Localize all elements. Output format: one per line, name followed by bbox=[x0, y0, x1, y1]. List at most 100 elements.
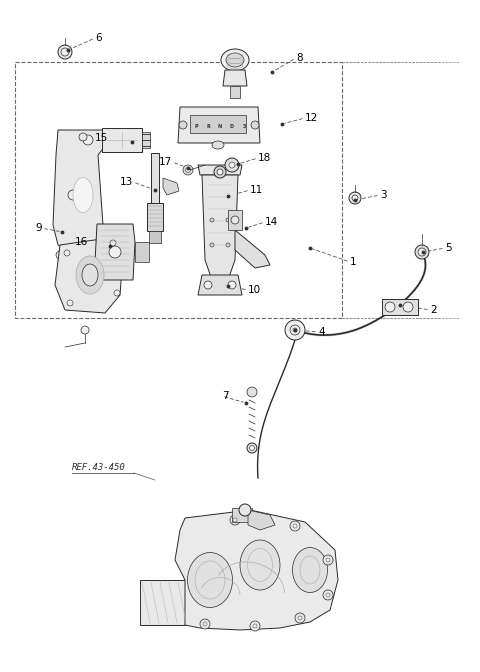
Circle shape bbox=[61, 48, 69, 56]
Circle shape bbox=[81, 326, 89, 334]
Polygon shape bbox=[235, 230, 270, 268]
Ellipse shape bbox=[188, 552, 232, 607]
Circle shape bbox=[109, 246, 121, 258]
Circle shape bbox=[231, 216, 239, 224]
Circle shape bbox=[214, 166, 226, 178]
Circle shape bbox=[210, 243, 214, 247]
Circle shape bbox=[114, 290, 120, 296]
Ellipse shape bbox=[221, 49, 249, 71]
Bar bbox=[228, 210, 242, 230]
Polygon shape bbox=[55, 237, 123, 313]
Circle shape bbox=[217, 169, 223, 175]
Text: 4: 4 bbox=[318, 327, 324, 337]
Circle shape bbox=[326, 558, 330, 562]
Circle shape bbox=[247, 387, 257, 397]
Text: 11: 11 bbox=[250, 185, 263, 195]
Text: 15: 15 bbox=[95, 133, 108, 143]
Bar bbox=[147, 203, 163, 231]
Ellipse shape bbox=[73, 177, 93, 212]
Circle shape bbox=[58, 45, 72, 59]
Circle shape bbox=[229, 162, 235, 168]
Text: 7: 7 bbox=[222, 391, 228, 401]
Circle shape bbox=[110, 240, 116, 246]
Text: 5: 5 bbox=[445, 243, 452, 253]
Ellipse shape bbox=[292, 548, 327, 593]
Text: 17: 17 bbox=[159, 157, 172, 167]
Circle shape bbox=[323, 555, 333, 565]
Text: 3: 3 bbox=[380, 190, 386, 200]
Circle shape bbox=[226, 218, 230, 222]
Text: 14: 14 bbox=[265, 217, 278, 227]
Circle shape bbox=[290, 521, 300, 531]
Circle shape bbox=[228, 281, 236, 289]
Polygon shape bbox=[223, 70, 247, 86]
Circle shape bbox=[295, 613, 305, 623]
Text: P: P bbox=[194, 124, 198, 128]
Bar bbox=[151, 153, 159, 218]
Bar bbox=[102, 128, 142, 152]
Circle shape bbox=[323, 590, 333, 600]
Bar bbox=[142, 132, 150, 148]
Polygon shape bbox=[163, 178, 179, 195]
Circle shape bbox=[183, 165, 193, 175]
Circle shape bbox=[67, 300, 73, 306]
Polygon shape bbox=[198, 275, 242, 295]
Circle shape bbox=[210, 218, 214, 222]
Circle shape bbox=[250, 621, 260, 631]
Circle shape bbox=[83, 135, 93, 145]
Polygon shape bbox=[178, 107, 260, 143]
Circle shape bbox=[179, 121, 187, 129]
Text: 9: 9 bbox=[36, 223, 42, 233]
Circle shape bbox=[64, 250, 70, 256]
Circle shape bbox=[68, 190, 78, 200]
Text: 3: 3 bbox=[242, 124, 246, 128]
Polygon shape bbox=[248, 510, 275, 530]
Polygon shape bbox=[198, 165, 242, 175]
Circle shape bbox=[349, 192, 361, 204]
Ellipse shape bbox=[82, 264, 98, 286]
Circle shape bbox=[385, 302, 395, 312]
Circle shape bbox=[253, 624, 257, 628]
Circle shape bbox=[352, 195, 358, 201]
Text: 16: 16 bbox=[75, 237, 88, 247]
Circle shape bbox=[185, 167, 191, 173]
Text: D: D bbox=[230, 124, 234, 128]
Polygon shape bbox=[53, 130, 106, 260]
Text: R: R bbox=[206, 124, 210, 128]
Circle shape bbox=[226, 243, 230, 247]
Circle shape bbox=[83, 245, 93, 255]
Circle shape bbox=[326, 593, 330, 597]
Circle shape bbox=[79, 133, 87, 141]
Ellipse shape bbox=[212, 141, 224, 149]
Ellipse shape bbox=[226, 53, 244, 67]
Text: 13: 13 bbox=[120, 177, 133, 187]
Circle shape bbox=[285, 320, 305, 340]
Bar bbox=[230, 86, 240, 98]
Circle shape bbox=[230, 515, 240, 525]
Circle shape bbox=[293, 328, 297, 332]
Polygon shape bbox=[202, 175, 238, 280]
Bar bbox=[232, 508, 252, 522]
Text: 18: 18 bbox=[258, 153, 271, 163]
Circle shape bbox=[293, 524, 297, 528]
Text: 6: 6 bbox=[95, 33, 102, 43]
Text: 8: 8 bbox=[296, 53, 302, 63]
Circle shape bbox=[418, 248, 426, 256]
Circle shape bbox=[203, 622, 207, 626]
Circle shape bbox=[56, 251, 64, 259]
Circle shape bbox=[247, 443, 257, 453]
Text: REF.43-450: REF.43-450 bbox=[72, 464, 126, 472]
Text: 10: 10 bbox=[248, 285, 261, 295]
Ellipse shape bbox=[76, 256, 104, 294]
Text: 1: 1 bbox=[350, 257, 357, 267]
Text: 12: 12 bbox=[305, 113, 318, 123]
Bar bbox=[135, 242, 149, 262]
Bar bbox=[149, 231, 161, 243]
Circle shape bbox=[298, 616, 302, 620]
Circle shape bbox=[225, 158, 239, 172]
Bar bbox=[382, 299, 418, 315]
Polygon shape bbox=[140, 580, 185, 625]
Circle shape bbox=[250, 446, 254, 450]
Text: N: N bbox=[218, 124, 222, 128]
Text: 2: 2 bbox=[430, 305, 437, 315]
